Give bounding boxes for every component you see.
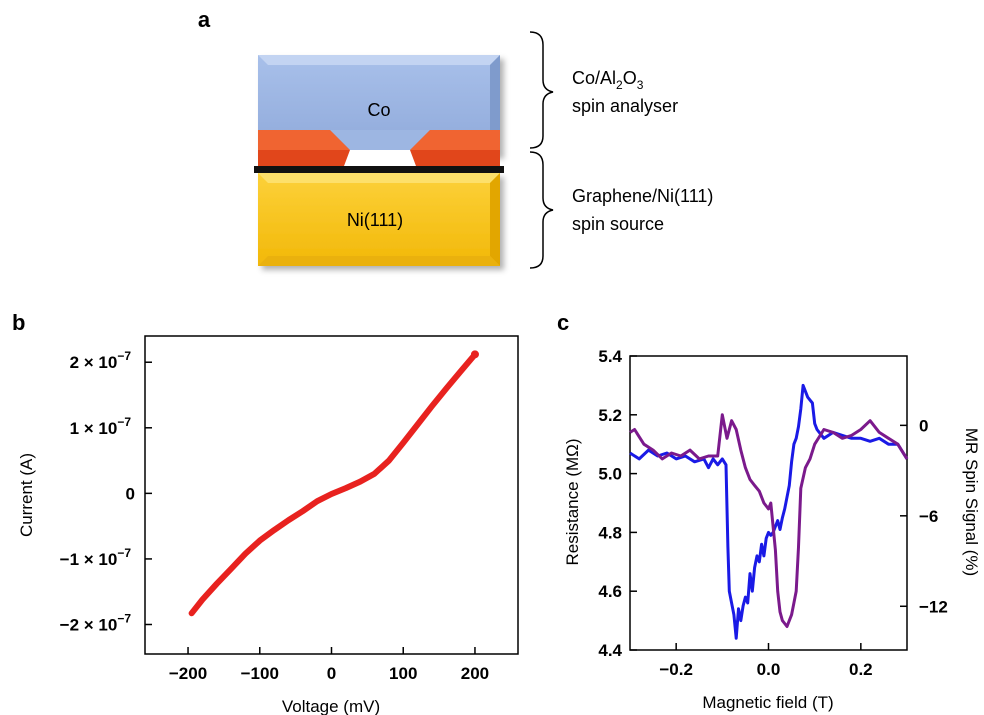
- panel-b-xtick-label: 0: [327, 664, 336, 683]
- ni-layer-label: Ni(111): [347, 210, 403, 230]
- panel-c-letter: c: [557, 310, 569, 335]
- panel-c-xtick-label: 0.2: [849, 660, 873, 679]
- panel-c-y2tick-label: −6: [919, 507, 938, 526]
- upper-bracket: [529, 31, 554, 149]
- oxide-gap: [344, 150, 416, 166]
- panel-a: a Co Ni(111) Co/: [198, 7, 713, 269]
- panel-b-series-line: [188, 351, 478, 617]
- panel-b-ytick-label: −1 × 10−7: [60, 546, 132, 569]
- panel-b-xtick-label: 100: [389, 664, 417, 683]
- panel-b-chart: b −200 −100 0 100 200 −2 × 10−7 −1 × 10−7 0 1 × …: [12, 310, 519, 715]
- panel-c-y2tick-label: −12: [919, 597, 948, 616]
- panel-c-series-line: [629, 383, 909, 640]
- spin-analyser-label: spin analyser: [572, 96, 678, 116]
- panel-c-chart: c −0.2 0.0 0.2 4.4 4.6 4.8 5.0 5.2 5.4 0 −6 −12 Mag…: [557, 310, 981, 712]
- panel-b-ytick-label: 0: [126, 484, 135, 503]
- panel-c-xtick-label: 0.0: [757, 660, 781, 679]
- panel-c-ytick-label: 5.2: [598, 406, 622, 425]
- panel-c-frame: [629, 355, 908, 651]
- panel-b-xtick-label: −200: [169, 664, 207, 683]
- panel-b-xtick-label: 200: [461, 664, 489, 683]
- panel-b-xlabel: Voltage (mV): [282, 697, 380, 715]
- panel-c-xlabel: Magnetic field (T): [702, 693, 833, 712]
- panel-b-ytick-label: 1 × 10−7: [70, 415, 132, 438]
- panel-c-ytick-label: 4.8: [598, 523, 622, 542]
- panel-c-y2label: MR Spin Signal (%): [962, 428, 981, 576]
- ni-layer: [258, 173, 500, 266]
- spin-source-label: spin source: [572, 214, 664, 234]
- lower-bracket: [529, 151, 554, 269]
- co-layer-label: Co: [367, 100, 390, 120]
- spin-source-formula: Graphene/Ni(111): [572, 186, 713, 206]
- panel-b-xtick-label: −100: [241, 664, 279, 683]
- panel-b-endpoint: [470, 350, 479, 359]
- panel-b-ytick-label: −2 × 10−7: [60, 611, 132, 634]
- panel-b-ylabel: Current (A): [17, 453, 36, 537]
- panel-c-y2tick-label: 0: [919, 416, 928, 435]
- panel-b-ytick-label: 2 × 10−7: [70, 349, 132, 372]
- panel-c-ytick-label: 4.4: [598, 641, 622, 660]
- oxide-layer: [258, 130, 500, 168]
- graphene-layer: [254, 166, 504, 173]
- panel-c-ytick-label: 4.6: [598, 582, 622, 601]
- panel-c-ylabel: Resistance (MΩ): [563, 438, 582, 565]
- panel-b-letter: b: [12, 310, 25, 335]
- panel-c-ytick-label: 5.0: [598, 465, 622, 484]
- panel-a-letter: a: [198, 7, 211, 32]
- panel-c-series-line: [629, 413, 909, 628]
- panel-c-xtick-label: −0.2: [659, 660, 693, 679]
- panel-c-ytick-label: 5.4: [598, 347, 622, 366]
- spin-analyser-formula: Co/Al2O3: [572, 68, 644, 92]
